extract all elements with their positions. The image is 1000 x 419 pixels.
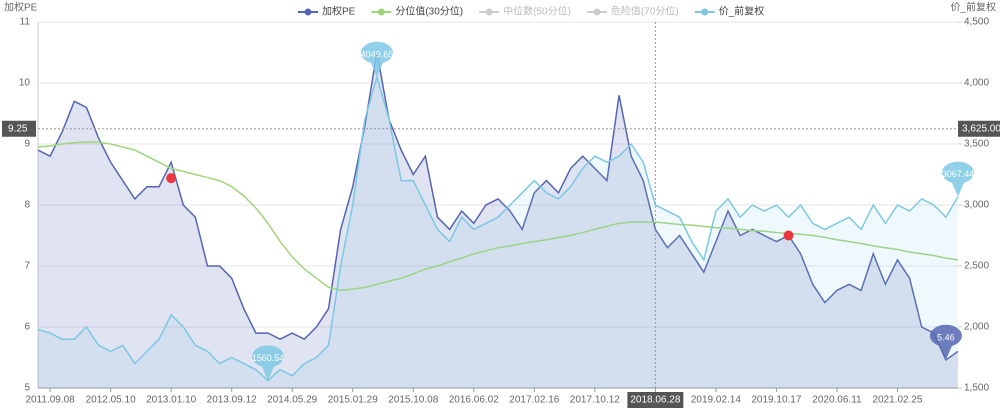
crosshair-y-box: [2, 120, 36, 137]
x-tick-label: 2013.01.10: [146, 395, 196, 406]
x-tick-label: 2021.02.25: [872, 395, 922, 406]
x-tick-label: 2013.09.12: [207, 395, 257, 406]
x-tick-label: 2011.09.08: [25, 395, 75, 406]
legend-dot: [485, 8, 493, 16]
x-tick-label: 2019.02.14: [691, 395, 741, 406]
area: [38, 52, 958, 388]
mark-label: 4049.65: [361, 49, 394, 59]
series-line: [37, 141, 959, 292]
legend-label: 价_前复权: [719, 5, 765, 18]
y2-tick-label: 3,000: [964, 200, 989, 211]
crosshair-y-label: 9.25: [8, 123, 28, 134]
y-tick-label: 8: [24, 200, 30, 211]
mark-label: 3067.44: [942, 169, 975, 179]
legend-dot: [593, 8, 601, 16]
legend-item: 中位数(50分位): [479, 5, 571, 18]
y-axis-title: 加权PE: [4, 1, 38, 14]
y2-tick-label: 1,500: [964, 383, 989, 394]
y-tick-label: 10: [19, 78, 31, 89]
mark-label: 5.46: [937, 332, 955, 342]
series-line: [37, 52, 959, 362]
mark-point: 3067.44: [942, 161, 975, 197]
y2-axis-title: 价_前复权: [950, 1, 996, 14]
x-tick-label: 2015.10.08: [388, 395, 438, 406]
x-tick-label: 2017.10.12: [570, 395, 620, 406]
mark-point: 1560.54: [252, 345, 285, 381]
legend-item: 危险值(70分位): [586, 5, 679, 18]
y2-tick-label: 4,500: [964, 17, 989, 28]
mark-point: 4049.65: [360, 41, 394, 77]
mark-bubble: [252, 345, 284, 381]
y2-tick-label: 2,000: [964, 322, 989, 333]
series-line: [37, 74, 959, 382]
legend-dot: [701, 8, 709, 16]
legend-label: 中位数(50分位): [503, 5, 571, 18]
x-tick-label: 2012.05.10: [86, 395, 136, 406]
y-tick-label: 11: [20, 17, 31, 28]
crosshair-y2-label: 3,625.00: [962, 123, 1000, 134]
x-tick-label: 2016.06.02: [449, 395, 499, 406]
legend-item: 价_前复权: [694, 5, 765, 18]
crosshair-x-box: [627, 392, 684, 408]
x-tick-label: 2017.02.16: [509, 395, 559, 406]
legend-dot: [304, 8, 312, 16]
y-tick-label: 5: [24, 383, 30, 394]
mark-bubble: [360, 41, 393, 77]
highlight-point: [166, 173, 177, 184]
y-tick-label: 7: [24, 261, 30, 272]
mark-label: 1560.54: [252, 353, 285, 363]
area: [38, 76, 958, 389]
legend-dot: [377, 8, 385, 16]
y-tick-label: 6: [24, 322, 30, 333]
x-tick-label: 2018.06.28: [630, 395, 680, 406]
mark-point: 5.46: [929, 324, 962, 360]
legend-label: 危险值(70分位): [611, 5, 679, 18]
x-tick-label: 2015.01.29: [328, 395, 378, 406]
y2-tick-label: 2,500: [964, 261, 989, 272]
x-tick-label: 2019.10.17: [751, 395, 801, 406]
crosshair-y2-box: [958, 120, 1000, 137]
y2-tick-label: 4,000: [964, 78, 989, 89]
x-tick-label: 2014.05.29: [267, 395, 317, 406]
legend-item: 分位值(30分位): [371, 5, 463, 18]
legend-label: 分位值(30分位): [395, 5, 463, 18]
mark-bubble: [929, 324, 962, 360]
mark-bubble: [942, 161, 974, 197]
legend-item: 加权PE: [298, 5, 356, 18]
highlight-point: [783, 230, 794, 241]
y-tick-label: 9: [24, 139, 30, 150]
x-tick-label: 2020.06.11: [812, 395, 862, 406]
y2-tick-label: 3,500: [964, 139, 989, 150]
legend-label: 加权PE: [322, 5, 356, 18]
